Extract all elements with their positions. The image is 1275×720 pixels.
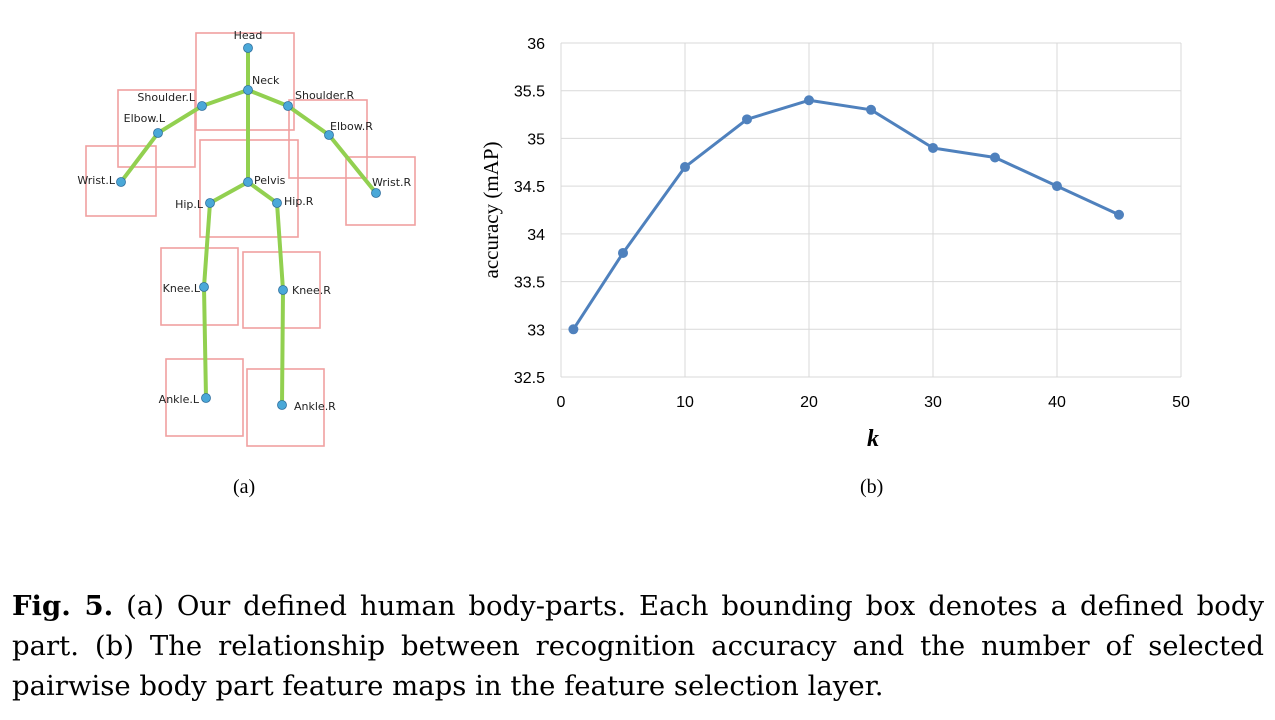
subfigure-a-label: (a) xyxy=(233,476,256,498)
joint-elbow-l xyxy=(153,128,163,138)
bone-elbow-r-to-wrist-r xyxy=(327,133,378,195)
joint-label-hip-r: Hip.R xyxy=(284,195,314,208)
joint-label-ankle-l: Ankle.L xyxy=(159,393,200,406)
joint-knee-l xyxy=(199,282,209,292)
y-tick-label: 32.5 xyxy=(514,370,545,387)
data-point xyxy=(1052,181,1062,192)
y-tick-label: 35 xyxy=(527,131,545,148)
x-tick-label: 40 xyxy=(1048,394,1066,411)
joint-label-shoulder-l: Shoulder.L xyxy=(137,91,195,104)
joint-head xyxy=(243,43,253,53)
data-point xyxy=(680,162,690,173)
y-tick-label: 34 xyxy=(527,227,545,244)
body-parts-diagram: Head Neck Shoulder.L Shoulder.R Elbow.L Elbow… xyxy=(77,29,416,447)
bone-neck-to-shoulder-l xyxy=(200,88,250,108)
joint-label-knee-l: Knee.L xyxy=(163,282,201,295)
bone-knee-l-to-ankle-l xyxy=(202,285,208,400)
joint-ankle-l xyxy=(201,393,211,403)
joint-shoulder-r xyxy=(283,101,293,111)
figure: Head Neck Shoulder.L Shoulder.R Elbow.L Elbow… xyxy=(77,29,1190,498)
bone-elbow-l-to-wrist-l xyxy=(119,131,160,184)
data-point xyxy=(804,95,814,106)
joint-shoulder-l xyxy=(197,101,207,111)
joint-wrist-r xyxy=(371,188,381,198)
joint-wrist-l xyxy=(116,177,126,187)
joint-label-wrist-l: Wrist.L xyxy=(77,174,116,187)
y-tick-label: 33 xyxy=(527,322,545,339)
ankle-r-box xyxy=(246,368,325,447)
joint-label-ankle-r: Ankle.R xyxy=(294,400,336,413)
data-point xyxy=(1114,209,1124,220)
joint-label-pelvis: Pelvis xyxy=(254,174,286,187)
joint-hip-l xyxy=(205,198,215,208)
x-tick-label: 50 xyxy=(1172,394,1190,411)
figure-caption: Fig. 5. (a) Our defined human body-parts… xyxy=(12,586,1264,706)
series-line-accuracy xyxy=(572,98,1120,331)
subfigure-b-label: (b) xyxy=(860,476,884,498)
joint-pelvis xyxy=(243,177,253,187)
caption-text: (a) Our defined human body-parts. Each b… xyxy=(12,590,1264,702)
wrist-r-box xyxy=(345,156,416,226)
caption-label: Fig. 5. xyxy=(12,590,114,622)
x-tick-label: 10 xyxy=(676,394,694,411)
knee-l-box xyxy=(160,247,239,326)
bone-neck-to-shoulder-r xyxy=(246,88,290,108)
y-tick-label: 34.5 xyxy=(514,179,545,196)
bone-knee-r-to-ankle-r xyxy=(280,288,285,407)
bone-pelvis-to-hip-l xyxy=(208,180,250,205)
joint-hip-r xyxy=(272,198,282,208)
bone-shoulder-r-to-elbow-r xyxy=(286,104,331,137)
bone-hip-r-to-knee-r xyxy=(275,201,285,292)
data-point xyxy=(742,114,752,125)
joint-label-head: Head xyxy=(234,29,263,42)
data-point xyxy=(568,324,579,335)
joint-label-wrist-r: Wrist.R xyxy=(372,176,412,189)
joint-knee-r xyxy=(278,285,288,295)
y-tick-label: 36 xyxy=(527,36,545,53)
bone-shoulder-l-to-elbow-l xyxy=(156,104,204,135)
joint-ankle-r xyxy=(277,400,287,410)
accuracy-line-chart: 32.5 33 33.5 34 34.5 35 35.5 36 0 10 20 30 40 50 accur… xyxy=(479,36,1190,452)
y-tick-label: 33.5 xyxy=(514,275,545,292)
bone-hip-l-to-knee-l xyxy=(202,201,212,289)
wrist-l-box xyxy=(85,145,157,217)
data-point xyxy=(866,104,876,115)
x-tick-label: 20 xyxy=(800,394,818,411)
x-tick-label: 0 xyxy=(557,394,566,411)
x-axis-label: k xyxy=(867,426,879,452)
joint-elbow-r xyxy=(324,130,334,140)
joint-neck xyxy=(243,85,253,95)
bone-pelvis-to-hip-r xyxy=(246,180,279,205)
joint-label-shoulder-r: Shoulder.R xyxy=(295,89,354,102)
x-tick-label: 30 xyxy=(924,394,942,411)
data-point xyxy=(618,247,628,258)
y-tick-label: 35.5 xyxy=(514,84,545,101)
joint-label-elbow-l: Elbow.L xyxy=(124,112,166,125)
y-axis-label: accuracy (mAP) xyxy=(479,141,503,278)
data-point xyxy=(990,152,1000,163)
shoulder-r-box xyxy=(288,99,368,179)
joint-label-neck: Neck xyxy=(252,74,280,87)
data-point xyxy=(928,142,938,153)
joint-label-elbow-r: Elbow.R xyxy=(330,120,373,133)
joint-label-knee-r: Knee.R xyxy=(292,284,331,297)
joint-label-hip-l: Hip.L xyxy=(175,198,204,211)
head-box xyxy=(195,32,295,131)
